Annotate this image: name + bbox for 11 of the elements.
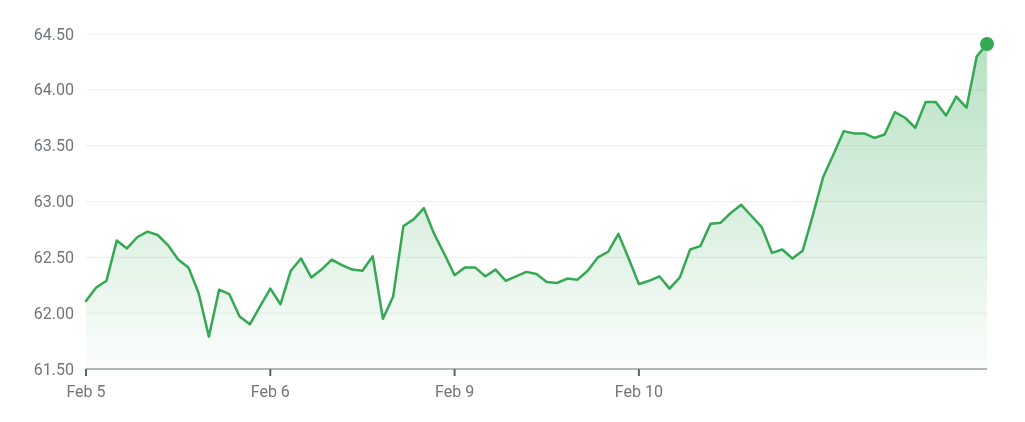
y-tick-label: 62.50 bbox=[33, 247, 75, 267]
y-tick-label: 62.00 bbox=[33, 303, 75, 323]
y-tick-label: 64.00 bbox=[33, 80, 75, 100]
y-tick-label: 64.50 bbox=[33, 24, 75, 44]
y-tick-label: 63.00 bbox=[33, 192, 75, 212]
y-tick-label: 61.50 bbox=[33, 359, 75, 379]
x-tick-label: Feb 10 bbox=[614, 382, 663, 401]
y-tick-label: 63.50 bbox=[33, 136, 75, 156]
x-tick-label: Feb 5 bbox=[66, 382, 106, 401]
x-tick-label: Feb 9 bbox=[435, 382, 475, 401]
x-tick-label: Feb 6 bbox=[250, 382, 290, 401]
